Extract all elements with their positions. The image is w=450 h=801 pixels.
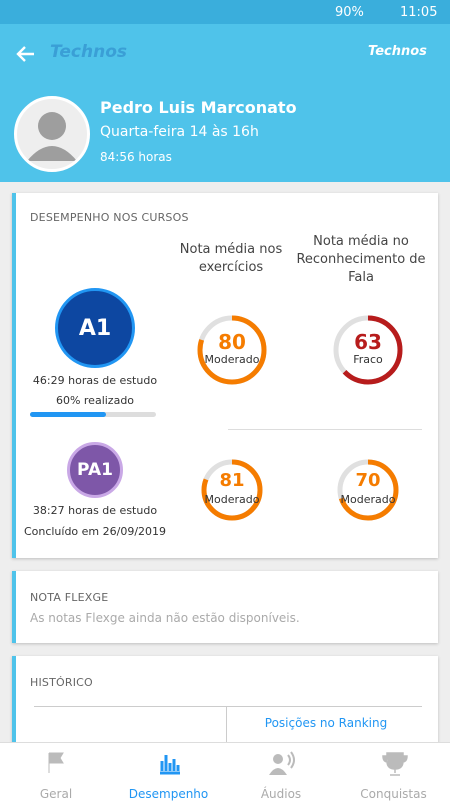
section-title: DESEMPENHO NOS CURSOS <box>30 211 189 224</box>
column-header: Nota média nos exercícios <box>179 242 283 275</box>
nav-label[interactable]: Áudios <box>260 787 302 801</box>
gauge-arc <box>197 315 267 385</box>
section-title: HISTÓRICO <box>30 676 93 689</box>
level-badge: PA1 <box>67 442 123 498</box>
nav-label[interactable]: Geral <box>39 787 73 801</box>
total-hours: 84:56 horas <box>100 150 172 164</box>
column-header: Nota média no Reconhecimento de Fala <box>296 234 426 285</box>
progress-bar <box>30 412 106 417</box>
gauge-arc <box>333 315 403 385</box>
score-label: Moderado <box>204 493 260 506</box>
back-button[interactable] <box>14 42 38 66</box>
header: Technos Technos Pedro Luis Marconato Qua… <box>0 24 450 182</box>
ranking-tab[interactable]: Posições no Ranking <box>264 716 388 730</box>
score-value: 70 <box>355 470 381 491</box>
nav-icon <box>159 755 180 775</box>
score-value: 63 <box>354 330 382 354</box>
divider <box>34 706 422 707</box>
score-value: 81 <box>219 470 245 491</box>
bottom-nav: Geral Desempenho Áudios Conquistas <box>0 742 450 801</box>
history-card: HISTÓRICO Posições no Ranking <box>12 656 438 756</box>
divider <box>226 706 227 756</box>
nav-icon <box>48 752 64 773</box>
score-gauge <box>201 459 263 521</box>
gauge-arc <box>201 459 263 521</box>
flexge-card: NOTA FLEXGE As notas Flexge ainda não es… <box>12 571 438 643</box>
performance-card: DESEMPENHO NOS CURSOS Nota média nos exe… <box>12 193 438 558</box>
divider <box>228 429 422 430</box>
study-hours: 38:27 horas de estudo <box>32 504 158 517</box>
section-title: NOTA FLEXGE <box>30 591 109 604</box>
brand-logo: Technos <box>50 42 128 62</box>
schedule: Quarta-feira 14 às 16h <box>100 124 259 140</box>
progress-label: 60% realizado <box>55 394 135 407</box>
status: Concluído em 26/09/2019 <box>23 525 167 538</box>
nav-label[interactable]: Desempenho <box>128 787 209 801</box>
avatar <box>14 96 90 172</box>
study-hours: 46:29 horas de estudo <box>32 374 158 387</box>
student-name: Pedro Luis Marconato <box>100 98 297 117</box>
progress-track <box>30 412 156 417</box>
score-label: Moderado <box>204 353 260 366</box>
status-bar: 90% 11:05 <box>0 0 450 24</box>
gauge-arc <box>337 459 399 521</box>
score-value: 80 <box>218 330 246 354</box>
score-gauge <box>337 459 399 521</box>
score-label: Moderado <box>340 493 396 506</box>
battery: 90% <box>335 5 364 20</box>
score-gauge <box>333 315 403 385</box>
nav-label[interactable]: Conquistas <box>360 787 427 801</box>
score-label: Fraco <box>353 353 383 366</box>
time: 11:05 <box>400 5 438 20</box>
level-badge: A1 <box>55 288 135 368</box>
message: As notas Flexge ainda não estão disponív… <box>30 611 300 625</box>
nav-icon <box>269 751 295 775</box>
score-gauge <box>197 315 267 385</box>
brand-logo-right: Technos <box>368 44 427 59</box>
nav-icon <box>381 752 408 776</box>
